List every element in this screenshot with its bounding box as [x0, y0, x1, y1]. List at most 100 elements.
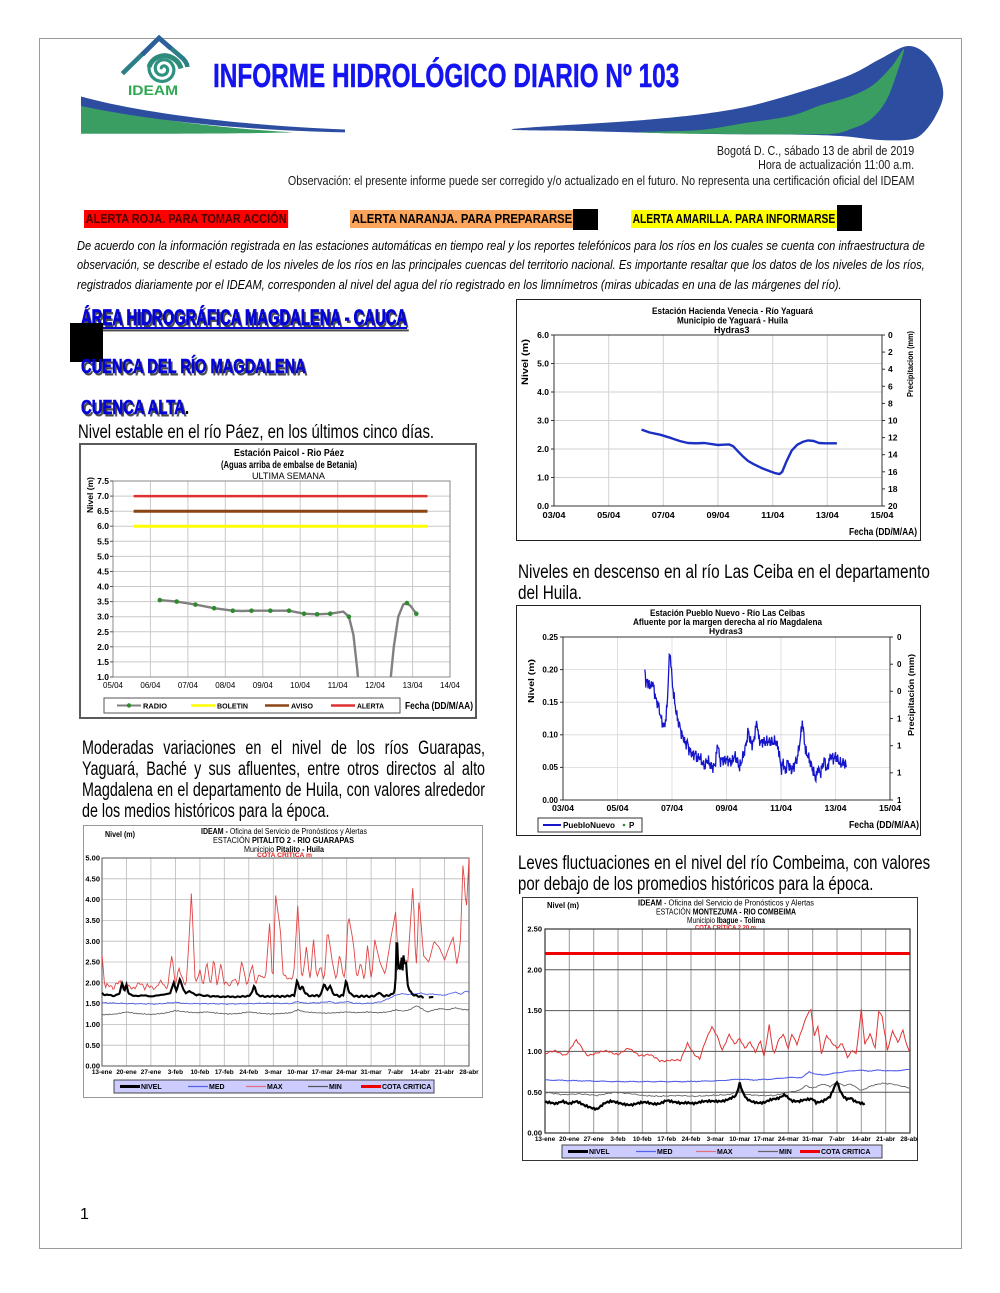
svg-text:0.20: 0.20: [542, 665, 558, 674]
svg-text:07/04: 07/04: [661, 804, 684, 813]
svg-text:COTA CRITICA: COTA CRITICA: [382, 1084, 431, 1091]
svg-text:Precipitacion (mm): Precipitacion (mm): [905, 331, 915, 397]
svg-text:3.0: 3.0: [537, 416, 549, 426]
svg-text:31-mar: 31-mar: [361, 1069, 382, 1076]
svg-text:17-mar: 17-mar: [312, 1069, 333, 1076]
svg-text:11/04: 11/04: [761, 510, 784, 520]
svg-text:1.50: 1.50: [85, 999, 100, 1008]
svg-text:2.0: 2.0: [537, 444, 549, 454]
svg-text:P: P: [629, 821, 635, 830]
svg-text:COTA CRITICA: COTA CRITICA: [821, 1149, 870, 1156]
svg-text:0.15: 0.15: [542, 698, 558, 707]
svg-text:13-ene: 13-ene: [535, 1136, 556, 1143]
svg-text:Estación Hacienda Venecia - R: Estación Hacienda Venecia - Río Yaguará: [652, 306, 814, 317]
svg-text:13/04: 13/04: [825, 804, 848, 813]
svg-text:21-abr: 21-abr: [435, 1069, 455, 1076]
svg-text:3-feb: 3-feb: [168, 1069, 183, 1076]
svg-text:10-feb: 10-feb: [633, 1136, 652, 1143]
svg-text:Municipio de Yaguará - Huila: Municipio de Yaguará - Huila: [677, 316, 789, 327]
svg-text:Estación Pueblo Nuevo - Río La: Estación Pueblo Nuevo - Río Las Ceibas: [650, 608, 805, 618]
svg-text:Nivel (m): Nivel (m): [85, 477, 95, 513]
svg-text:11/04: 11/04: [328, 681, 349, 690]
svg-text:1.5: 1.5: [97, 657, 109, 667]
svg-text:0.10: 0.10: [542, 731, 558, 740]
svg-text:BOLETIN: BOLETIN: [217, 701, 248, 710]
svg-text:8: 8: [888, 398, 893, 408]
svg-text:(Aguas arriba de embalse de Be: (Aguas arriba de embalse de Betania): [221, 460, 357, 471]
svg-text:2.00: 2.00: [85, 978, 100, 987]
svg-text:Nivel (m): Nivel (m): [520, 339, 531, 385]
svg-text:IDEAM: IDEAM: [128, 83, 178, 98]
svg-text:3.50: 3.50: [85, 916, 100, 925]
svg-text:5.0: 5.0: [537, 359, 549, 369]
svg-text:13/04: 13/04: [403, 681, 424, 690]
svg-text:24-feb: 24-feb: [682, 1136, 701, 1143]
svg-text:10-mar: 10-mar: [729, 1136, 750, 1143]
svg-text:17-feb: 17-feb: [215, 1069, 234, 1076]
svg-text:7-abr: 7-abr: [388, 1069, 404, 1076]
svg-text:16: 16: [888, 467, 898, 477]
svg-text:03/04: 03/04: [552, 804, 575, 813]
svg-text:Fecha (DD/M/AA): Fecha (DD/M/AA): [849, 527, 917, 538]
svg-text:IDEAM - Oficina del Servicio d: IDEAM - Oficina del Servicio de Pronósti…: [638, 899, 814, 908]
svg-text:24-mar: 24-mar: [336, 1069, 357, 1076]
svg-text:PuebloNuevo: PuebloNuevo: [563, 821, 615, 830]
svg-text:05/04: 05/04: [607, 804, 630, 813]
svg-text:NIVEL: NIVEL: [589, 1149, 610, 1156]
svg-text:Nivel (m): Nivel (m): [547, 901, 579, 910]
svg-text:0.25: 0.25: [542, 633, 558, 642]
svg-text:4.5: 4.5: [97, 567, 109, 577]
svg-text:NIVEL: NIVEL: [141, 1084, 162, 1091]
svg-text:3.5: 3.5: [97, 597, 109, 607]
svg-text:7.5: 7.5: [97, 476, 109, 486]
svg-text:1.00: 1.00: [85, 1020, 100, 1029]
svg-text:2.50: 2.50: [527, 925, 542, 934]
svg-text:14-abr: 14-abr: [411, 1069, 431, 1076]
svg-text:6.5: 6.5: [97, 506, 109, 516]
svg-text:2: 2: [888, 347, 893, 357]
svg-text:0.0: 0.0: [537, 501, 549, 511]
svg-text:14/04: 14/04: [440, 681, 461, 690]
svg-text:MED: MED: [209, 1084, 225, 1091]
svg-text:5.5: 5.5: [97, 536, 109, 546]
svg-text:0.00: 0.00: [542, 796, 558, 805]
svg-text:1: 1: [897, 769, 902, 778]
svg-text:0.05: 0.05: [542, 763, 558, 772]
svg-text:0.50: 0.50: [85, 1041, 100, 1050]
svg-text:20: 20: [888, 501, 898, 511]
svg-text:07/04: 07/04: [178, 681, 199, 690]
svg-text:6.0: 6.0: [97, 521, 109, 531]
svg-text:6: 6: [888, 381, 893, 391]
svg-text:5.0: 5.0: [97, 551, 109, 561]
svg-text:4.0: 4.0: [97, 582, 109, 592]
svg-text:5.00: 5.00: [85, 854, 100, 863]
svg-text:28-abr: 28-abr: [459, 1069, 479, 1076]
svg-text:2.00: 2.00: [527, 965, 542, 974]
svg-text:1.00: 1.00: [527, 1047, 542, 1056]
svg-text:27-ene: 27-ene: [584, 1136, 605, 1143]
svg-text:ULTIMA SEMANA: ULTIMA SEMANA: [252, 471, 326, 482]
svg-text:Nivel (m): Nivel (m): [526, 659, 536, 703]
svg-text:0: 0: [888, 330, 893, 340]
svg-text:2.0: 2.0: [97, 642, 109, 652]
svg-text:05/04: 05/04: [103, 681, 124, 690]
svg-text:24-feb: 24-feb: [239, 1069, 258, 1076]
svg-text:06/04: 06/04: [140, 681, 161, 690]
svg-text:Municipio Pitalito - Huila: Municipio Pitalito - Huila: [244, 845, 325, 854]
svg-text:4.0: 4.0: [537, 387, 549, 397]
svg-text:0: 0: [897, 633, 902, 642]
svg-text:Estación Paicol - Rio Páez: Estación Paicol - Rio Páez: [234, 448, 344, 459]
svg-text:MAX: MAX: [267, 1084, 283, 1091]
svg-text:11/04: 11/04: [770, 804, 793, 813]
svg-text:2.50: 2.50: [85, 958, 100, 967]
svg-text:Hydras3: Hydras3: [709, 626, 743, 636]
svg-text:13-ene: 13-ene: [92, 1069, 113, 1076]
svg-text:Fecha (DD/M/AA): Fecha (DD/M/AA): [849, 820, 919, 831]
svg-text:0: 0: [897, 660, 902, 669]
svg-text:1.50: 1.50: [527, 1006, 542, 1015]
svg-text:17-feb: 17-feb: [657, 1136, 676, 1143]
svg-text:15/04: 15/04: [871, 510, 894, 520]
svg-text:3.0: 3.0: [97, 612, 109, 622]
svg-text:0: 0: [897, 687, 902, 696]
svg-text:08/04: 08/04: [215, 681, 236, 690]
